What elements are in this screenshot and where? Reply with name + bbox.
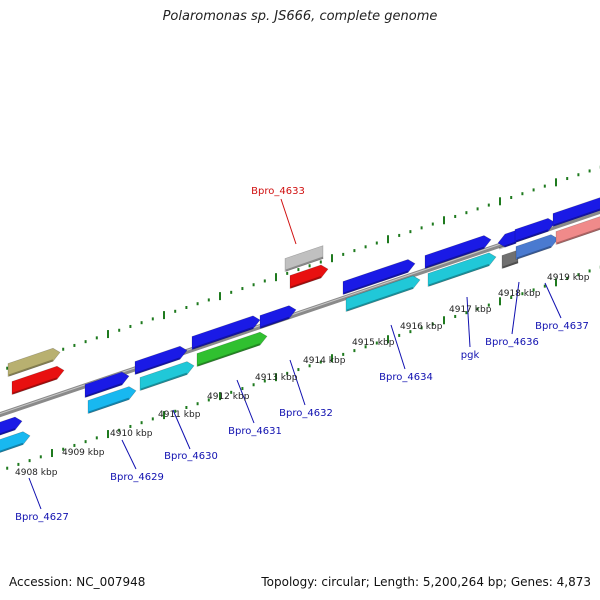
gene-label: Bpro_4629 (110, 472, 164, 483)
gene-blue-8-shade (553, 208, 600, 227)
gene-steel-shade (516, 245, 552, 260)
gene-blue-1-shade (85, 383, 123, 398)
gene-label: Bpro_4633 (251, 186, 305, 197)
gene-blue-3-shade (192, 326, 254, 350)
label-connector (121, 439, 137, 470)
gene-label: pgk (461, 350, 480, 361)
gene-label: Bpro_4631 (228, 426, 282, 437)
kbp-label: 4917 kbp (449, 305, 492, 315)
label-connector (390, 324, 406, 370)
kbp-label: 4908 kbp (15, 468, 58, 478)
gene-label: Bpro_4637 (535, 321, 589, 332)
gene-features (0, 197, 600, 453)
gene-label: Bpro_4630 (164, 451, 218, 462)
kbp-label: 4918 kbp (498, 289, 541, 299)
label-connectors (28, 198, 562, 510)
label-connector (544, 282, 562, 319)
gene-bpro-4629 (87, 386, 137, 414)
gene-blue-4-shade (343, 270, 409, 295)
kbp-label: 4911 kbp (158, 410, 201, 420)
gene-bpro-4630 (139, 361, 195, 391)
gene-label: Bpro_4627 (15, 512, 69, 523)
label-connector (289, 359, 306, 406)
gene-bpro-4630-shade (140, 372, 188, 391)
gene-blue-7 (514, 217, 556, 243)
gene-bpro-4627-upper (0, 416, 23, 436)
kbp-label: 4912 kbp (207, 392, 250, 402)
gene-bpro-4631-shade (197, 343, 261, 367)
gene-blue-3 (191, 315, 261, 350)
label-connector (466, 296, 471, 348)
gene-bpro-4627-shade (0, 442, 24, 453)
label-connector (28, 477, 42, 510)
kbp-label: 4916 kbp (400, 322, 443, 332)
gene-label: Bpro_4632 (279, 408, 333, 419)
gene-bpro-4636-shade (502, 261, 519, 269)
gene-bpro-4629-shade (88, 397, 130, 414)
label-connector (236, 379, 255, 424)
kbp-label: 4913 kbp (255, 373, 298, 383)
accession-text: Accession: NC_007948 (9, 575, 146, 589)
gene-blue-5 (424, 235, 492, 269)
gene-pgk-shade (428, 263, 490, 287)
label-connector (172, 409, 191, 450)
map-title: Polaromonas sp. JS666, complete genome (162, 9, 438, 24)
gene-red-2 (289, 264, 329, 289)
gene-blue-2 (134, 345, 188, 375)
gene-bpro-4637 (555, 216, 600, 245)
genome-summary-text: Topology: circular; Length: 5,200,264 bp… (261, 575, 591, 589)
gene-bpro-4634 (345, 275, 421, 312)
gene-bpro-4627 (0, 431, 31, 453)
gene-steel (515, 234, 559, 260)
kbp-label: 4910 kbp (110, 429, 153, 439)
gene-red (11, 365, 65, 395)
kbp-label: 4915 kbp (352, 338, 395, 348)
gene-bpro-4627-upper-shade (0, 428, 16, 436)
gene-blue-6-shade (498, 241, 517, 250)
gene-bpro-4633-shade (285, 256, 324, 272)
gene-bpro-4637-shade (556, 227, 600, 245)
gene-olive (7, 347, 61, 377)
gene-bpro-4631 (196, 331, 268, 367)
gene-bpro-4636 (501, 249, 519, 269)
gene-blue-5-shade (425, 246, 485, 269)
label-connector (280, 198, 297, 245)
gene-red-2-shade (290, 276, 322, 289)
gene-bpro-4633 (284, 245, 324, 272)
gene-blue-2-shade (135, 357, 181, 375)
gene-bpro-4632-shade (260, 316, 290, 329)
gene-blue-7-shade (515, 229, 549, 243)
label-connector (511, 281, 520, 335)
gene-label: Bpro_4634 (379, 372, 433, 383)
gene-blue-8 (552, 197, 600, 227)
gene-bpro-4634-shade (346, 286, 414, 312)
gene-red-shade (12, 377, 58, 395)
kbp-label: 4914 kbp (303, 356, 346, 366)
gene-bpro-4632 (259, 305, 297, 329)
kbp-label: 4919 kbp (547, 273, 590, 283)
gene-olive-shade (8, 359, 54, 377)
kbp-label: 4909 kbp (62, 448, 105, 458)
kbp-labels: 4908 kbp 4909 kbp 4910 kbp 4911 kbp 4912 kbp… (15, 273, 590, 478)
gene-blue-1 (84, 371, 130, 398)
tick-track-lower (6, 265, 600, 470)
gene-blue-4 (342, 259, 416, 295)
gene-label: Bpro_4636 (485, 337, 539, 348)
gene-pgk (427, 252, 497, 287)
